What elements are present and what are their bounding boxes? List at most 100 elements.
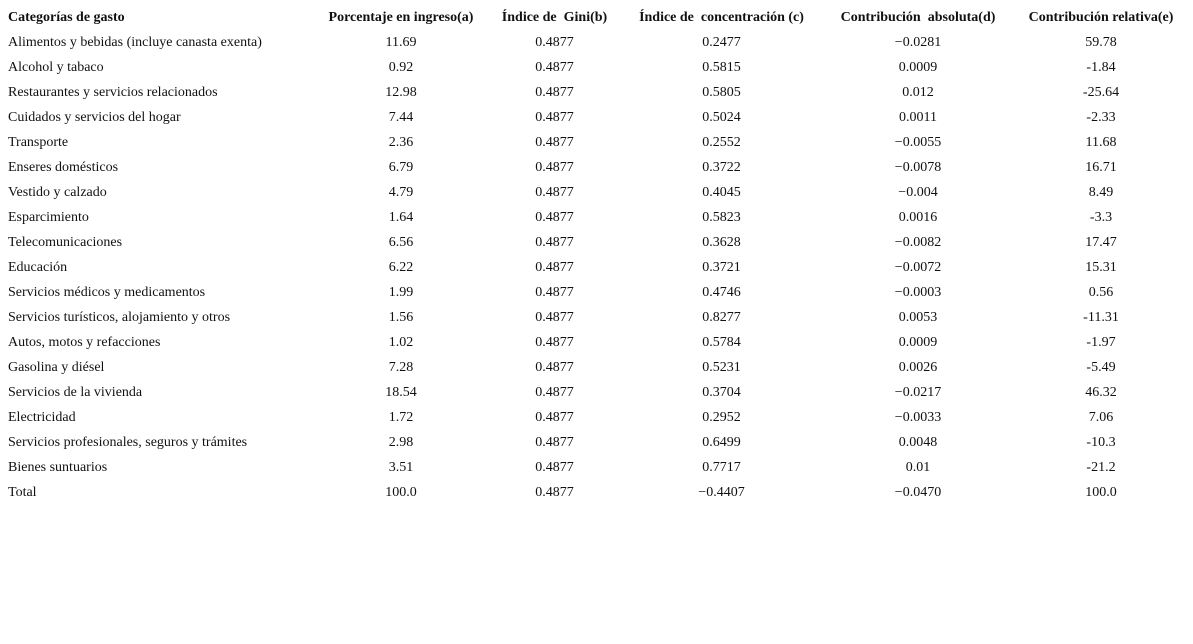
category-cell: Servicios turísticos, alojamiento y otro… (8, 309, 231, 325)
value-cell: 0.3628 (702, 234, 741, 250)
table-row: Servicios profesionales, seguros y trámi… (0, 430, 1190, 455)
value-cell: −0.0281 (894, 34, 942, 50)
value-cell: 0.6499 (702, 434, 741, 450)
value-cell: 6.79 (388, 159, 414, 175)
value-cell: 0.3722 (702, 159, 741, 175)
table-row: Enseres domésticos 6.79 0.4877 0.3722 −0.007… (0, 155, 1190, 180)
category-cell: Bienes suntuarios (8, 459, 108, 475)
value-cell: 0.7717 (702, 459, 741, 475)
value-cell: 0.2952 (702, 409, 741, 425)
value-cell: 0.4877 (535, 409, 574, 425)
value-cell: 0.5024 (702, 109, 741, 125)
value-cell: 0.4877 (535, 59, 574, 75)
value-cell: 0.4877 (535, 109, 574, 125)
value-cell: 0.4045 (702, 184, 741, 200)
category-cell: Autos, motos y refacciones (8, 334, 161, 350)
table-row: Transporte 2.36 0.4877 0.2552 −0.0055 11.68 (0, 130, 1190, 155)
value-cell: 0.4877 (535, 359, 574, 375)
value-cell: 1.02 (388, 334, 414, 350)
table-row: Telecomunicaciones 6.56 0.4877 0.3628 −0.008… (0, 230, 1190, 255)
value-cell: 0.4877 (535, 384, 574, 400)
value-cell: 0.4877 (535, 184, 574, 200)
value-cell: 0.5231 (702, 359, 741, 375)
value-cell: 17.47 (1085, 234, 1117, 250)
value-cell: 59.78 (1085, 34, 1117, 50)
value-cell: 0.0009 (898, 59, 938, 75)
value-cell: 0.2477 (702, 34, 741, 50)
category-cell: Esparcimiento (8, 209, 89, 225)
value-cell: 0.5815 (702, 59, 741, 75)
value-cell: 0.0009 (898, 334, 938, 350)
table-body: Alimentos y bebidas (incluye canasta exe… (0, 30, 1190, 505)
value-cell: 0.0048 (898, 434, 938, 450)
value-cell: 4.79 (388, 184, 414, 200)
value-cell: 0.2552 (702, 134, 741, 150)
header-cell: Categorías de gasto (8, 9, 125, 25)
value-cell: 0.01 (905, 459, 931, 475)
table-row: Esparcimiento 1.64 0.4877 0.5823 0.0016 -3.3 (0, 205, 1190, 230)
header-row: Categorías de gasto Porcentaje en ingreso… (0, 5, 1190, 30)
category-cell: Servicios médicos y medicamentos (8, 284, 206, 300)
value-cell: 0.4877 (535, 259, 574, 275)
value-cell: 0.0016 (898, 209, 938, 225)
table-row: Servicios médicos y medicamentos 1.99 0.48… (0, 280, 1190, 305)
category-cell: Enseres domésticos (8, 159, 119, 175)
value-cell: 3.51 (388, 459, 414, 475)
category-cell: Alcohol y tabaco (8, 59, 104, 75)
value-cell: 0.5805 (702, 84, 741, 100)
category-cell: Servicios profesionales, seguros y trámi… (8, 434, 248, 450)
value-cell: 0.4877 (535, 484, 574, 500)
category-cell: Educación (8, 259, 68, 275)
value-cell: -21.2 (1086, 459, 1116, 475)
value-cell: -11.31 (1083, 309, 1119, 325)
value-cell: 6.22 (388, 259, 414, 275)
value-cell: 0.4877 (535, 209, 574, 225)
value-cell: 0.0053 (898, 309, 938, 325)
value-cell: 7.28 (388, 359, 414, 375)
data-table: Categorías de gasto Porcentaje en ingreso… (0, 5, 1190, 505)
value-cell: 0.4877 (535, 309, 574, 325)
value-cell: 100.0 (1085, 484, 1117, 500)
value-cell: -5.49 (1086, 359, 1116, 375)
table-row: Cuidados y servicios del hogar 7.44 0.4877… (0, 105, 1190, 130)
category-cell: Gasolina y diésel (8, 359, 105, 375)
value-cell: 0.0026 (898, 359, 938, 375)
value-cell: 1.64 (388, 209, 414, 225)
table-row: Gasolina y diésel 7.28 0.4877 0.5231 0.0026 -… (0, 355, 1190, 380)
value-cell: -1.97 (1086, 334, 1116, 350)
value-cell: 16.71 (1085, 159, 1117, 175)
header-cell: Índice de Gini(b) (501, 9, 608, 25)
value-cell: −0.0003 (894, 284, 942, 300)
value-cell: 7.06 (1088, 409, 1114, 425)
value-cell: 0.56 (1088, 284, 1114, 300)
value-cell: −0.0470 (894, 484, 942, 500)
value-cell: 15.31 (1085, 259, 1117, 275)
value-cell: −0.0217 (894, 384, 942, 400)
value-cell: −0.0033 (894, 409, 942, 425)
value-cell: 12.98 (385, 84, 417, 100)
value-cell: 46.32 (1085, 384, 1117, 400)
value-cell: 8.49 (1088, 184, 1114, 200)
table-row: Alimentos y bebidas (incluye canasta exe… (0, 30, 1190, 55)
table-row: Total 100.0 0.4877 −0.4407 −0.0470 100.0 (0, 480, 1190, 505)
category-cell: Restaurantes y servicios relacionados (8, 84, 218, 100)
value-cell: −0.0082 (894, 234, 942, 250)
category-cell: Cuidados y servicios del hogar (8, 109, 181, 125)
value-cell: 0.4877 (535, 159, 574, 175)
value-cell: 0.4877 (535, 84, 574, 100)
value-cell: -10.3 (1086, 434, 1116, 450)
header-cell: Índice de concentración (c) (639, 9, 804, 25)
value-cell: 0.4877 (535, 234, 574, 250)
header-cell: Contribución relativa(e) (1028, 9, 1174, 25)
value-cell: 0.5823 (702, 209, 741, 225)
table-row: Autos, motos y refacciones 1.02 0.4877 0.57… (0, 330, 1190, 355)
category-cell: Telecomunicaciones (8, 234, 123, 250)
value-cell: −0.0072 (894, 259, 942, 275)
table-row: Servicios turísticos, alojamiento y otro… (0, 305, 1190, 330)
table-row: Bienes suntuarios 3.51 0.4877 0.7717 0.01 -21… (0, 455, 1190, 480)
value-cell: 0.3704 (702, 384, 741, 400)
header-cell: Contribución absoluta(d) (840, 9, 996, 25)
value-cell: -2.33 (1086, 109, 1116, 125)
table-row: Electricidad 1.72 0.4877 0.2952 −0.0033 7.06 (0, 405, 1190, 430)
